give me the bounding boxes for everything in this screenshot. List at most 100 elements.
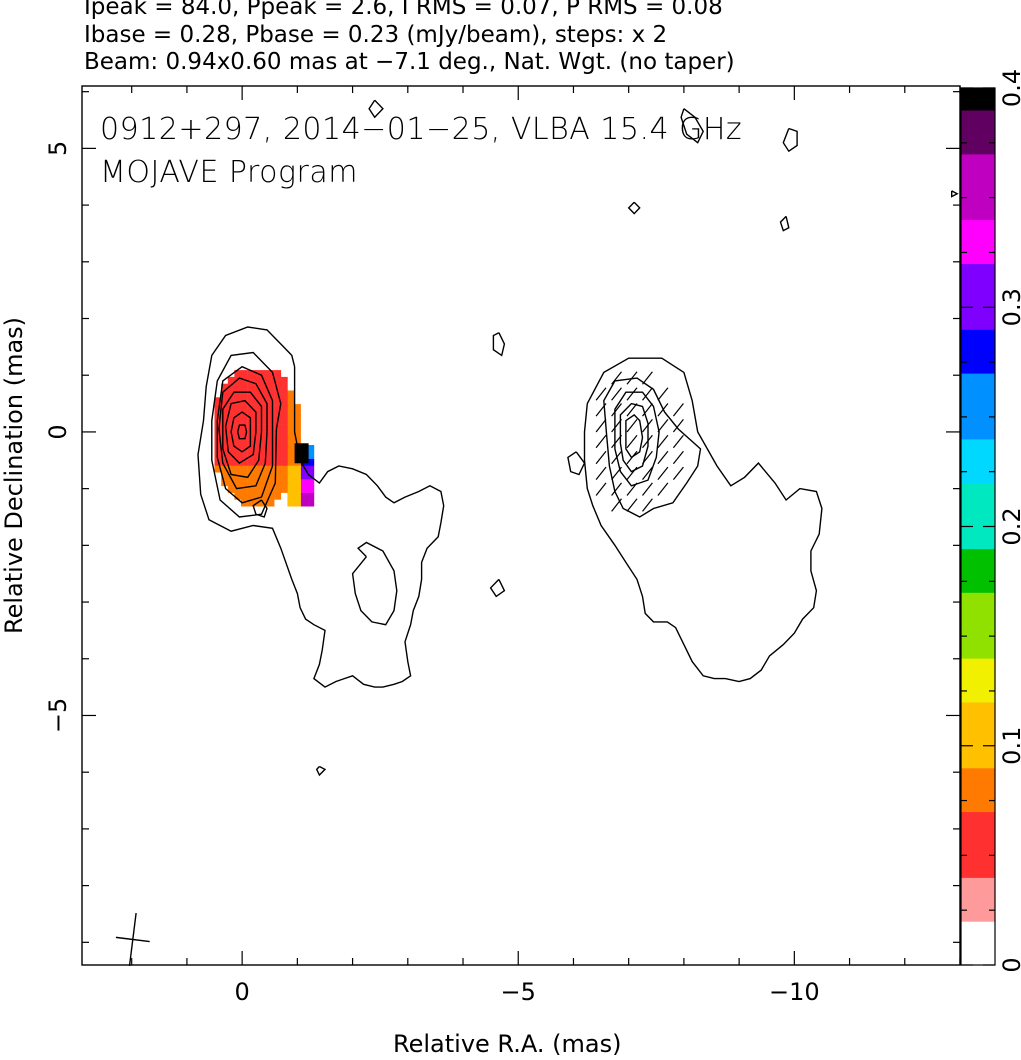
colorbar-swatch	[961, 197, 995, 221]
pol-pixel	[300, 492, 308, 500]
pol-pixel	[221, 390, 229, 398]
evpa-vector	[611, 498, 622, 512]
evpa-vector	[595, 434, 607, 449]
colorbar-swatch	[961, 394, 995, 418]
pol-pixel	[254, 465, 262, 473]
evpa-vector	[595, 387, 607, 401]
colorbar-tick-label: 0	[998, 957, 1021, 972]
evpa-vector	[657, 387, 669, 401]
pol-pixel	[221, 404, 229, 412]
pol-pixel	[241, 424, 248, 432]
pol-pixel	[221, 458, 229, 466]
axis-tick-labels: 0 −5 −10 5 0 −5	[44, 141, 820, 1006]
pol-pixel	[294, 485, 301, 493]
pol-pixel	[214, 465, 222, 473]
colorbar-swatch	[961, 285, 995, 308]
pol-pixel	[247, 438, 255, 446]
pol-pixel	[254, 417, 262, 425]
pol-pixel	[260, 397, 268, 405]
pol-pixel	[221, 431, 229, 439]
pol-pixel	[247, 431, 255, 439]
colorbar-swatch	[961, 701, 995, 725]
colorbar-swatch	[961, 943, 995, 966]
pol-pixel	[287, 445, 295, 453]
pol-pixel	[280, 472, 288, 480]
pol-pixel	[241, 472, 248, 480]
pol-pixel	[287, 472, 295, 480]
pol-pixel	[287, 492, 295, 500]
pol-pixel	[287, 499, 295, 507]
pol-pixel	[234, 383, 242, 391]
pol-pixel	[227, 479, 235, 487]
evpa-vector	[595, 450, 607, 465]
evpa-vector	[642, 419, 653, 433]
pol-pixel	[280, 383, 288, 391]
contour-left-0	[197, 326, 445, 688]
pol-pixel	[247, 410, 255, 418]
colorbar-swatch	[961, 614, 995, 637]
contour-left-7	[230, 411, 252, 453]
source-title: 0912+297, 2014−01−25, VLBA 15.4 GHz	[100, 112, 743, 147]
pol-pixel	[221, 417, 229, 425]
right-map-contours	[567, 108, 959, 683]
pol-pixel	[274, 445, 282, 453]
pol-pixel	[227, 404, 235, 412]
evpa-vector	[672, 450, 684, 465]
pol-pixel	[294, 499, 301, 507]
pol-pixel	[247, 424, 255, 432]
pol-pixel	[274, 376, 282, 384]
pol-pixel	[287, 390, 295, 398]
pol-pixel	[287, 410, 295, 418]
evpa-vector	[595, 482, 607, 496]
pol-pixel	[294, 424, 301, 432]
colorbar-swatch	[961, 680, 995, 703]
evpa-vector	[657, 434, 669, 449]
pol-pixel	[294, 431, 301, 439]
pol-pixel	[234, 438, 242, 446]
contour-right-3	[619, 402, 649, 473]
pol-pixel	[260, 370, 268, 378]
contour-left-11	[492, 332, 506, 357]
pol-pixel	[247, 458, 255, 466]
pol-pixel	[260, 417, 268, 425]
pol-pixel	[294, 472, 301, 480]
pol-pixel	[234, 424, 242, 432]
pol-pixel	[280, 465, 288, 473]
pol-pixel	[254, 485, 262, 493]
pol-pixel	[294, 404, 301, 412]
pol-pixel	[280, 417, 288, 425]
pol-pixel	[247, 472, 255, 480]
left-map-contours	[197, 99, 506, 777]
colorbar: 0 0.1 0.2 0.3 0.4	[960, 69, 1021, 973]
pol-pixel	[254, 438, 262, 446]
colorbar-swatch	[961, 482, 995, 506]
pol-pixel	[267, 383, 275, 391]
pol-pixel	[241, 417, 248, 425]
pol-pixel	[300, 465, 308, 473]
evpa-vector	[626, 387, 638, 401]
pol-pixel	[274, 479, 282, 487]
pol-pixel	[241, 390, 248, 398]
pol-pixel	[274, 438, 282, 446]
pol-pixel	[267, 417, 275, 425]
pol-pixel	[280, 410, 288, 418]
pol-pixel	[260, 410, 268, 418]
pol-pixel	[280, 424, 288, 432]
x-axis-label: Relative R.A. (mas)	[393, 1030, 622, 1058]
x-tick-label: −10	[769, 978, 820, 1006]
pol-pixel	[241, 465, 248, 473]
evpa-vector	[626, 371, 638, 385]
evpa-vector	[626, 498, 638, 512]
evpa-vector	[642, 371, 653, 385]
colorbar-swatch	[961, 329, 995, 352]
pol-pixel	[247, 445, 255, 453]
pol-pixel	[241, 492, 248, 500]
pol-pixel	[274, 451, 282, 459]
evpa-vector	[657, 482, 669, 496]
pol-pixel	[221, 445, 229, 453]
pol-pixel	[227, 472, 235, 480]
pol-pixel	[294, 479, 301, 487]
evpa-vector	[642, 403, 653, 417]
pol-pixel	[287, 465, 295, 473]
pol-pixel	[294, 410, 301, 418]
